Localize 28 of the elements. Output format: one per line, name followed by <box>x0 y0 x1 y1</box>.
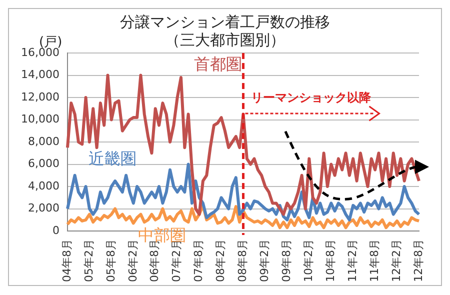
x-tick-label: 09年2月 <box>258 239 272 282</box>
x-tick-label: 10年2月 <box>302 239 316 282</box>
series-label: 首都圏 <box>194 54 242 74</box>
x-tick-label: 08年8月 <box>236 239 250 282</box>
x-tick-label: 12年2月 <box>390 239 403 282</box>
series-label: 近畿圏 <box>88 148 137 168</box>
x-tick-label: 04年8月 <box>60 239 74 282</box>
y-tick-label: 2,000 <box>28 202 60 215</box>
x-tick-label: 09年8月 <box>280 239 294 282</box>
x-tick-label: 10年8月 <box>324 239 337 282</box>
y-tick-label: 4,000 <box>28 179 60 192</box>
x-tick-label: 11年2月 <box>346 239 359 282</box>
x-tick-label: 12年8月 <box>412 239 425 282</box>
y-tick-label: 8,000 <box>28 134 60 148</box>
x-tick-label: 07年8月 <box>192 239 206 282</box>
chart-subtitle: （三大都市圏別） <box>165 31 285 49</box>
y-tick-label: 12,000 <box>20 90 60 104</box>
y-tick-label: 14,000 <box>20 68 60 82</box>
y-tick-label: 10,000 <box>20 112 60 126</box>
x-tick-label: 06年2月 <box>126 239 140 282</box>
chart-title: 分譲マンション着工戸数の推移 <box>119 13 331 31</box>
x-tick-label: 05年8月 <box>104 239 118 282</box>
x-tick-label: 08年2月 <box>214 239 228 282</box>
x-tick-label: 05年2月 <box>82 239 96 282</box>
x-tick-label: 11年8月 <box>368 239 381 282</box>
annotation: リーマンショック以降 <box>251 90 372 104</box>
y-tick-label: 6,000 <box>28 157 60 170</box>
y-tick-label: 0 <box>52 224 60 237</box>
